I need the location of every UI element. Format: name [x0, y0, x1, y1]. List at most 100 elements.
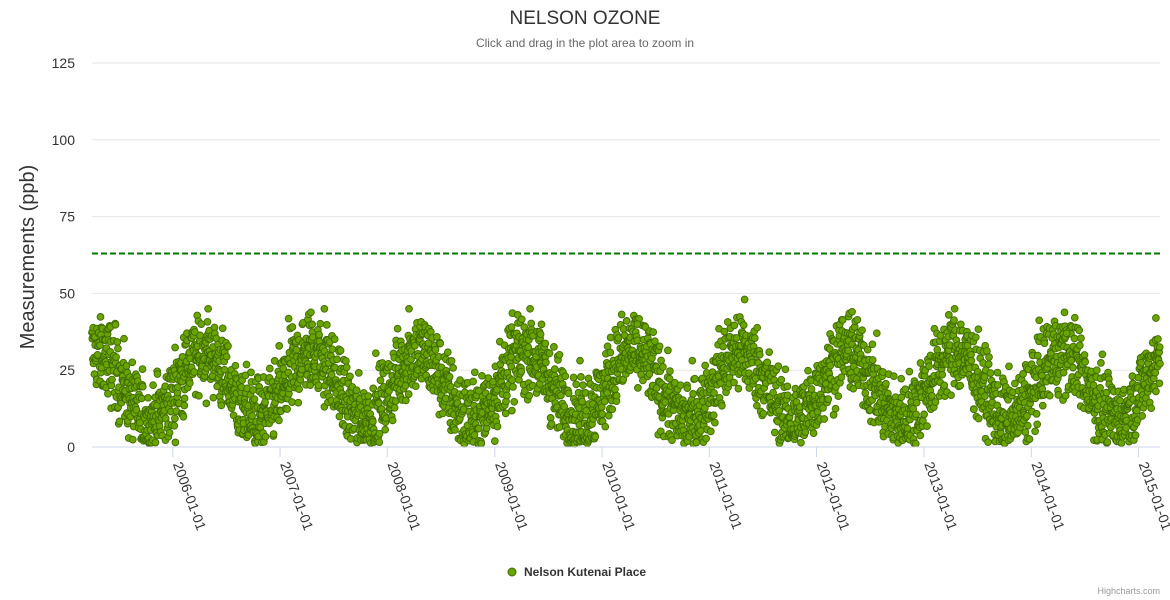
data-point[interactable]	[170, 421, 179, 430]
data-point[interactable]	[493, 385, 501, 394]
data-point[interactable]	[294, 398, 303, 407]
data-point[interactable]	[634, 384, 642, 392]
data-point[interactable]	[1077, 334, 1085, 343]
data-point[interactable]	[1138, 412, 1146, 420]
data-point[interactable]	[542, 358, 550, 367]
data-point[interactable]	[606, 333, 615, 342]
data-point[interactable]	[911, 439, 920, 448]
data-point[interactable]	[612, 391, 621, 400]
data-point[interactable]	[218, 324, 227, 333]
data-point[interactable]	[809, 429, 818, 438]
data-point[interactable]	[288, 398, 296, 406]
data-point[interactable]	[1005, 362, 1013, 371]
data-point[interactable]	[1097, 359, 1105, 367]
data-point[interactable]	[1045, 391, 1054, 400]
data-point[interactable]	[269, 430, 278, 438]
data-point[interactable]	[248, 411, 256, 420]
data-point[interactable]	[1081, 358, 1089, 366]
data-point[interactable]	[579, 381, 587, 390]
data-point[interactable]	[1075, 341, 1084, 350]
data-point-peak[interactable]	[1152, 314, 1160, 322]
data-point[interactable]	[180, 401, 189, 410]
data-point[interactable]	[477, 439, 486, 448]
data-point[interactable]	[777, 375, 786, 384]
data-point[interactable]	[804, 366, 812, 375]
data-point[interactable]	[1155, 379, 1164, 388]
data-point[interactable]	[474, 424, 483, 433]
data-point[interactable]	[390, 403, 399, 412]
data-point[interactable]	[739, 321, 748, 329]
data-point[interactable]	[509, 383, 517, 391]
data-point[interactable]	[920, 410, 928, 419]
data-point[interactable]	[231, 361, 240, 370]
data-point[interactable]	[1038, 401, 1047, 410]
data-point[interactable]	[1023, 421, 1032, 430]
data-point[interactable]	[550, 343, 558, 351]
data-point[interactable]	[108, 375, 116, 384]
data-point[interactable]	[524, 343, 533, 352]
data-point[interactable]	[446, 382, 455, 391]
data-point[interactable]	[381, 425, 390, 434]
data-point[interactable]	[411, 382, 420, 391]
data-point[interactable]	[222, 352, 231, 361]
data-point[interactable]	[753, 323, 762, 332]
data-point[interactable]	[196, 331, 204, 340]
data-point[interactable]	[114, 344, 122, 353]
data-point[interactable]	[956, 381, 965, 390]
data-point[interactable]	[970, 405, 978, 414]
data-point[interactable]	[508, 376, 516, 384]
data-point[interactable]	[354, 369, 363, 377]
data-point[interactable]	[411, 341, 419, 350]
data-point[interactable]	[547, 420, 556, 428]
data-point[interactable]	[161, 382, 170, 391]
data-point[interactable]	[330, 335, 339, 343]
data-point[interactable]	[1035, 316, 1044, 325]
data-point[interactable]	[261, 432, 270, 441]
data-point[interactable]	[203, 317, 212, 326]
data-point[interactable]	[375, 429, 384, 438]
data-point[interactable]	[510, 397, 519, 406]
data-point[interactable]	[247, 368, 255, 377]
data-point[interactable]	[783, 382, 792, 391]
data-point-peak[interactable]	[950, 304, 959, 313]
data-point[interactable]	[868, 340, 877, 349]
data-point[interactable]	[572, 380, 581, 389]
data-point[interactable]	[295, 385, 303, 394]
credits-link[interactable]: Highcharts.com	[1097, 586, 1160, 596]
data-point[interactable]	[352, 386, 361, 395]
data-point[interactable]	[443, 348, 452, 357]
data-point[interactable]	[826, 361, 835, 370]
data-point[interactable]	[755, 350, 764, 359]
data-point[interactable]	[364, 392, 373, 400]
data-point[interactable]	[853, 315, 862, 324]
data-point[interactable]	[1137, 358, 1146, 367]
data-point[interactable]	[517, 367, 526, 376]
data-point[interactable]	[889, 372, 898, 380]
data-point[interactable]	[711, 418, 719, 427]
data-point[interactable]	[1070, 334, 1079, 343]
data-point[interactable]	[657, 356, 665, 365]
data-point[interactable]	[947, 391, 955, 400]
data-point[interactable]	[541, 339, 550, 348]
data-point[interactable]	[993, 381, 1002, 389]
data-point[interactable]	[950, 316, 958, 324]
data-point[interactable]	[342, 363, 351, 372]
data-point[interactable]	[985, 353, 993, 361]
data-point[interactable]	[676, 381, 685, 390]
data-point[interactable]	[561, 372, 570, 381]
data-point[interactable]	[550, 365, 559, 373]
data-point[interactable]	[346, 372, 354, 381]
data-point[interactable]	[284, 314, 293, 323]
data-point[interactable]	[683, 384, 692, 393]
data-point[interactable]	[774, 362, 783, 371]
data-point[interactable]	[250, 395, 259, 404]
data-point[interactable]	[649, 328, 658, 336]
data-point[interactable]	[578, 397, 586, 406]
data-point[interactable]	[493, 422, 502, 431]
data-point[interactable]	[984, 360, 993, 368]
data-point[interactable]	[249, 386, 257, 394]
data-point[interactable]	[1152, 387, 1160, 396]
data-point[interactable]	[469, 377, 477, 386]
data-point[interactable]	[651, 337, 659, 346]
data-point[interactable]	[209, 393, 218, 402]
